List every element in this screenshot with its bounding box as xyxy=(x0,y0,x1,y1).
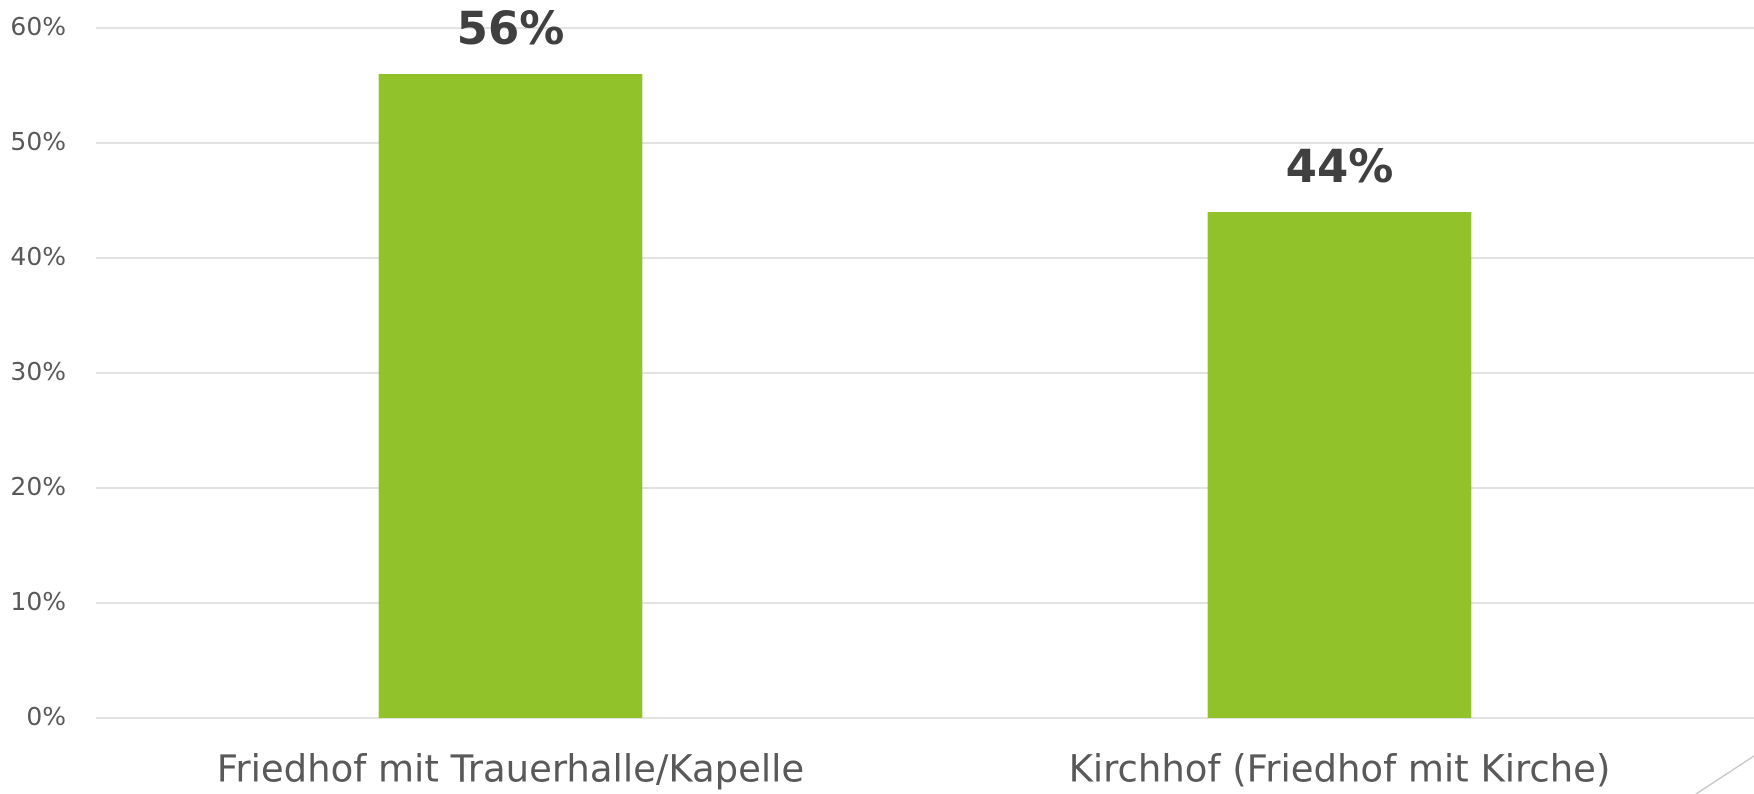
value-label: 44% xyxy=(1286,140,1394,193)
y-tick-label: 20% xyxy=(10,472,66,501)
y-tick-label: 40% xyxy=(10,242,66,271)
y-tick-label: 30% xyxy=(10,357,66,386)
value-label: 56% xyxy=(457,2,565,55)
y-tick-label: 60% xyxy=(10,12,66,41)
decoration-line xyxy=(1695,755,1754,794)
bar xyxy=(1207,212,1472,718)
y-tick-label: 0% xyxy=(26,702,66,731)
y-tick-label: 50% xyxy=(10,127,66,156)
y-tick-label: 10% xyxy=(10,587,66,616)
x-tick-label: Kirchhof (Friedhof mit Kirche) xyxy=(1069,748,1611,791)
x-tick-label: Friedhof mit Trauerhalle/Kapelle xyxy=(217,748,804,791)
bar xyxy=(378,74,643,718)
